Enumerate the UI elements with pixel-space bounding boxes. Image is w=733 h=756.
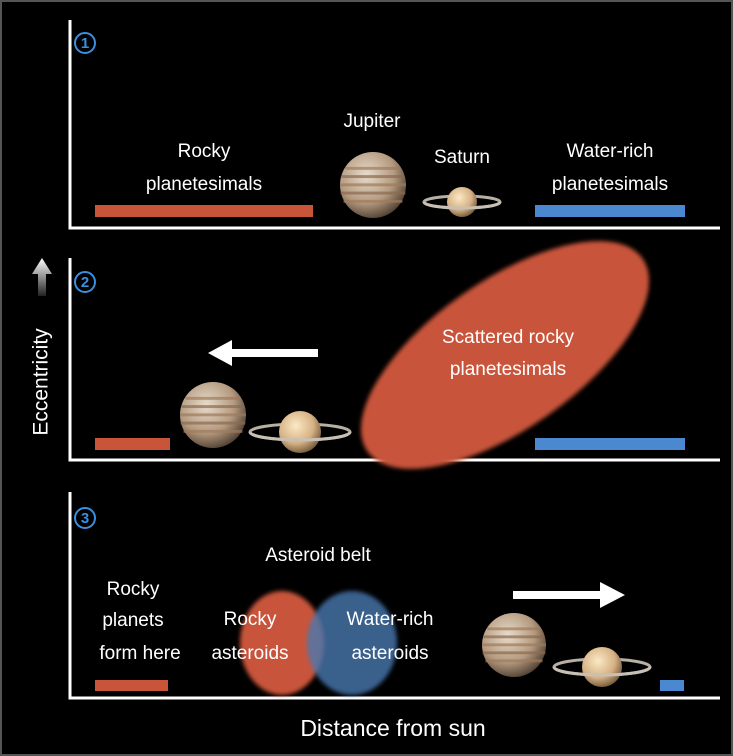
jupiter-band bbox=[181, 405, 245, 409]
rocky-bar bbox=[95, 205, 313, 217]
label: asteroids bbox=[211, 643, 288, 664]
label: planetesimals bbox=[450, 359, 566, 380]
jupiter bbox=[340, 152, 406, 218]
rocky-asteroids bbox=[240, 591, 324, 695]
number-badge bbox=[74, 32, 96, 54]
label: Asteroid belt bbox=[265, 545, 371, 566]
label: planetesimals bbox=[552, 174, 668, 195]
x-axis-label: Distance from sun bbox=[300, 715, 485, 741]
saturn bbox=[422, 187, 502, 217]
jupiter-band bbox=[485, 659, 543, 663]
label: planetesimals bbox=[146, 174, 262, 195]
label: form here bbox=[99, 643, 180, 664]
saturn bbox=[552, 647, 652, 687]
water-bar bbox=[660, 680, 684, 691]
label: asteroids bbox=[351, 643, 428, 664]
rocky-bar bbox=[95, 438, 170, 450]
planets bbox=[180, 152, 652, 687]
label: planets bbox=[102, 610, 163, 631]
panel-number: 3 bbox=[81, 510, 89, 527]
number-badge bbox=[74, 271, 96, 293]
y-axis-label: Eccentricity bbox=[30, 328, 53, 436]
jupiter-band bbox=[180, 421, 246, 425]
label: Water-rich bbox=[567, 141, 654, 162]
jupiter-band bbox=[482, 651, 546, 655]
label: Jupiter bbox=[343, 111, 401, 132]
panel-axis bbox=[68, 258, 720, 462]
jupiter-band bbox=[345, 166, 401, 170]
eccentricity-arrow bbox=[32, 258, 52, 296]
jupiter-band bbox=[183, 429, 243, 433]
panel-axis bbox=[68, 20, 720, 230]
scattered-region bbox=[360, 241, 650, 469]
label: Saturn bbox=[434, 147, 490, 168]
jupiter-band bbox=[180, 413, 246, 417]
panel-number: 2 bbox=[81, 274, 89, 291]
label: Rocky bbox=[107, 579, 160, 600]
jupiter-band bbox=[340, 191, 406, 195]
jupiter bbox=[482, 613, 546, 677]
saturn-ring-front bbox=[552, 666, 652, 677]
saturn-body bbox=[447, 187, 477, 217]
arrow-right bbox=[513, 582, 625, 608]
saturn bbox=[248, 411, 352, 453]
saturn-body bbox=[279, 411, 321, 453]
jupiter-band bbox=[340, 183, 406, 187]
label: Scattered rocky bbox=[442, 327, 574, 348]
saturn-body bbox=[582, 647, 622, 687]
water-asteroids bbox=[307, 591, 397, 695]
arrow-left bbox=[208, 340, 318, 366]
number-badge bbox=[74, 507, 96, 529]
water-bar bbox=[535, 438, 685, 450]
water-bar bbox=[535, 205, 685, 217]
rocky-bar bbox=[95, 680, 168, 691]
jupiter-band bbox=[483, 635, 545, 639]
jupiter bbox=[180, 382, 246, 448]
saturn-ring-front bbox=[248, 431, 352, 442]
panel-axis bbox=[68, 492, 720, 700]
label: Rocky bbox=[178, 141, 231, 162]
jupiter-band bbox=[341, 175, 405, 179]
label: Water-rich bbox=[347, 609, 434, 630]
saturn-ring-front bbox=[422, 201, 502, 210]
jupiter-band bbox=[487, 627, 541, 631]
panel-number: 1 bbox=[81, 35, 89, 52]
label: Rocky bbox=[224, 609, 277, 630]
jupiter-band bbox=[185, 396, 241, 400]
jupiter-band bbox=[482, 643, 546, 647]
jupiter-band bbox=[343, 199, 403, 203]
